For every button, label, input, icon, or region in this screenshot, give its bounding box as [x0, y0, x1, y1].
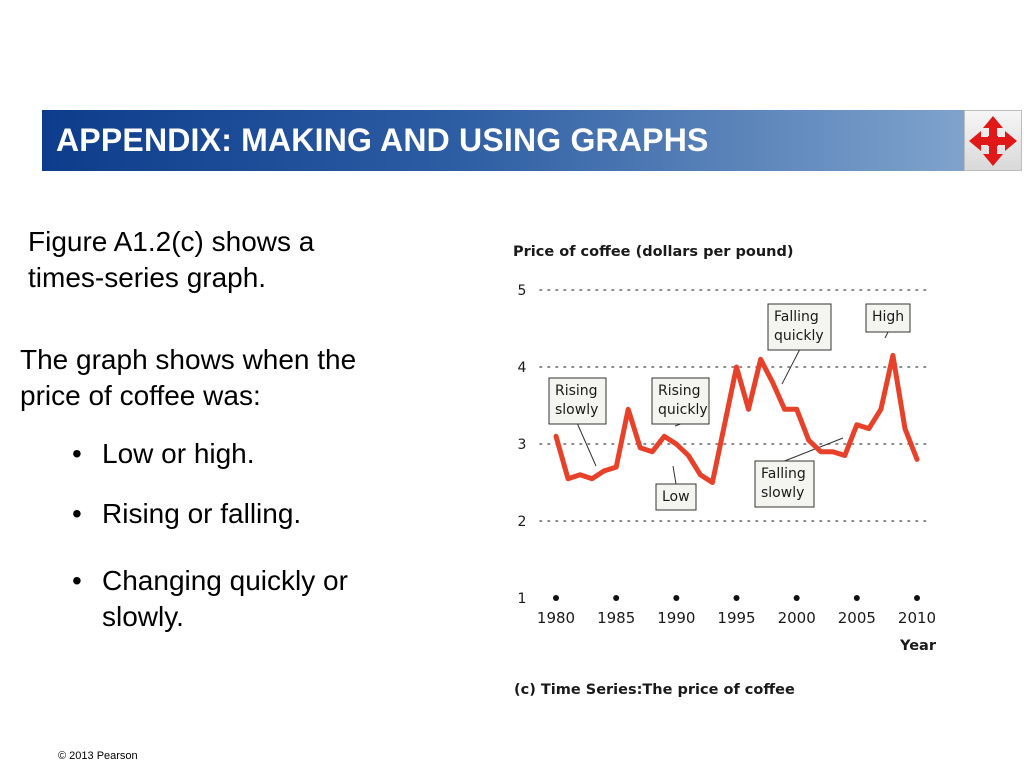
chart-annotations: Rising slowly Low Rising quickly Falling quick…: [548, 303, 911, 511]
bullet-dot: •: [72, 438, 82, 469]
annotation-label: Rising: [658, 383, 701, 399]
x-tick-label: 1995: [717, 609, 755, 627]
coffee-price-chart: Price of coffee (dollars per pound) 1 2 3 4…: [513, 244, 937, 698]
y-tick-label: 5: [518, 283, 527, 299]
bullet-dot: •: [72, 565, 82, 596]
annotation-label: quickly: [658, 402, 708, 418]
annotation-callout: Rising quickly: [651, 377, 710, 427]
annotation-box: [651, 377, 710, 425]
annotation-label: Falling: [761, 466, 806, 482]
slide-title: APPENDIX: MAKING AND USING GRAPHS: [56, 122, 709, 158]
x-tick-dot: [673, 595, 680, 601]
intro-text: Figure A1.2(c) shows a times-series grap…: [28, 226, 315, 293]
annotation-callout: Rising slowly: [548, 377, 607, 467]
annotation-label: Low: [662, 489, 690, 505]
x-tick-label: 2000: [778, 609, 816, 627]
x-tick-dot: [613, 595, 620, 601]
chart-y-ticks: 1 2 3 4 5: [518, 283, 527, 607]
x-tick-dot: [914, 595, 920, 601]
annotation-leader-line: [577, 423, 597, 467]
x-tick-label: 2005: [838, 609, 876, 627]
x-tick-label: 1980: [537, 609, 575, 627]
x-tick-label: 1990: [657, 609, 695, 627]
annotation-label: quickly: [774, 328, 824, 344]
x-tick-dot: [553, 595, 559, 601]
bullet-text: Low or high.: [102, 438, 255, 469]
four-way-arrow-icon: [969, 116, 1017, 166]
y-tick-label: 4: [518, 360, 527, 376]
annotation-box: [548, 377, 607, 425]
chart-caption: (c) Time Series:The price of coffee: [514, 682, 795, 698]
x-tick-label: 1985: [597, 609, 635, 627]
annotation-label: Falling: [774, 309, 819, 325]
y-tick-label: 2: [518, 514, 527, 530]
annotation-callout: Low: [655, 465, 697, 511]
y-tick-label: 1: [518, 591, 527, 607]
annotation-callout: Falling slowly: [754, 437, 844, 508]
y-tick-label: 3: [518, 437, 527, 453]
annotation-label: slowly: [555, 402, 598, 418]
annotation-box: [767, 303, 832, 351]
annotation-box: [865, 303, 911, 333]
lead-text: The graph shows when the price of coffee…: [20, 344, 357, 411]
annotation-callout: High: [865, 303, 911, 339]
bullet-dot: •: [72, 498, 82, 529]
annotation-label: High: [872, 309, 904, 325]
annotation-callout: Falling quickly: [767, 303, 832, 385]
x-tick-dot: [733, 595, 740, 601]
annotation-label: Rising: [555, 383, 598, 399]
copyright-footer: © 2013 Pearson: [58, 750, 138, 762]
chart-x-ticks: 1980 1985 1990 1995 2000 2005 2010: [537, 595, 936, 627]
annotation-leader-line: [784, 437, 844, 462]
annotation-box: [655, 483, 697, 511]
annotation-box: [754, 460, 815, 508]
title-bar: APPENDIX: MAKING AND USING GRAPHS: [42, 110, 964, 171]
bullet-text: Changing quickly or slowly.: [102, 565, 348, 632]
chart-x-axis-label: Year: [899, 638, 937, 654]
x-tick-dot: [853, 595, 860, 601]
annotation-leader-line: [781, 349, 800, 385]
chart-series-line: [553, 352, 920, 485]
annotation-leader-line: [884, 331, 889, 339]
navigation-button[interactable]: [964, 110, 1022, 171]
bullet-text: Rising or falling.: [102, 498, 302, 529]
x-tick-label: 2010: [898, 609, 936, 627]
annotation-leader-line: [672, 465, 677, 485]
x-tick-dot: [793, 595, 800, 601]
annotation-label: slowly: [761, 485, 804, 501]
chart-y-axis-label: Price of coffee (dollars per pound): [513, 244, 794, 260]
